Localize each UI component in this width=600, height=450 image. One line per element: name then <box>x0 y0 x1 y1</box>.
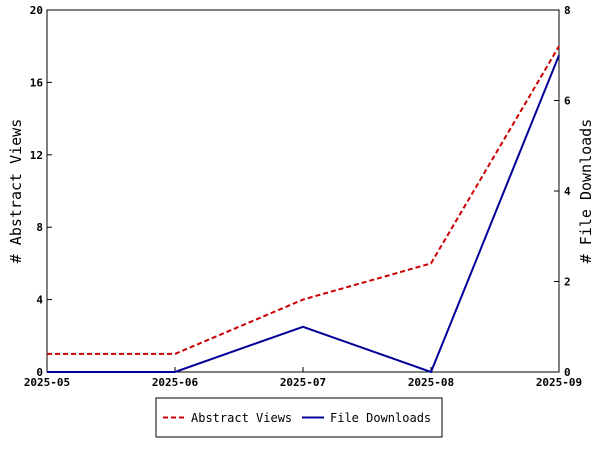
series-line-abstract-views <box>47 45 560 355</box>
left-tick-label: 12 <box>30 149 43 162</box>
x-axis: 2025-05 2025-06 2025-07 2025-08 2025-09 <box>24 367 582 389</box>
right-tick-label: 2 <box>564 276 571 289</box>
x-tick-label: 2025-06 <box>152 376 199 389</box>
right-tick-label: 4 <box>564 185 571 198</box>
x-tick-label: 2025-08 <box>408 376 454 389</box>
x-tick-label: 2025-07 <box>280 376 326 389</box>
right-tick-label: 6 <box>564 95 571 108</box>
legend-label-file-downloads: File Downloads <box>330 411 431 425</box>
right-tick-label: 0 <box>564 366 571 379</box>
left-tick-label: 0 <box>36 366 43 379</box>
legend: Abstract Views File Downloads <box>155 397 443 438</box>
x-tick-label: 2025-05 <box>24 376 70 389</box>
legend-label-abstract-views: Abstract Views <box>191 411 292 425</box>
plot-frame <box>46 9 560 373</box>
left-y-axis: 0 4 8 12 16 20 <box>30 4 52 379</box>
series-layer <box>47 45 560 374</box>
legend-box <box>155 397 443 438</box>
x-tick-label: 2025-09 <box>536 376 582 389</box>
left-tick-label: 16 <box>30 76 44 89</box>
left-axis-title: # Abstract Views <box>7 119 25 264</box>
series-line-file-downloads <box>47 54 560 374</box>
left-tick-label: 20 <box>30 4 43 17</box>
left-tick-label: 8 <box>36 221 43 234</box>
right-y-axis: 0 2 4 6 8 <box>554 4 571 379</box>
right-tick-label: 8 <box>564 4 571 17</box>
right-axis-title: # File Downloads <box>577 119 595 264</box>
left-tick-label: 4 <box>36 294 43 307</box>
